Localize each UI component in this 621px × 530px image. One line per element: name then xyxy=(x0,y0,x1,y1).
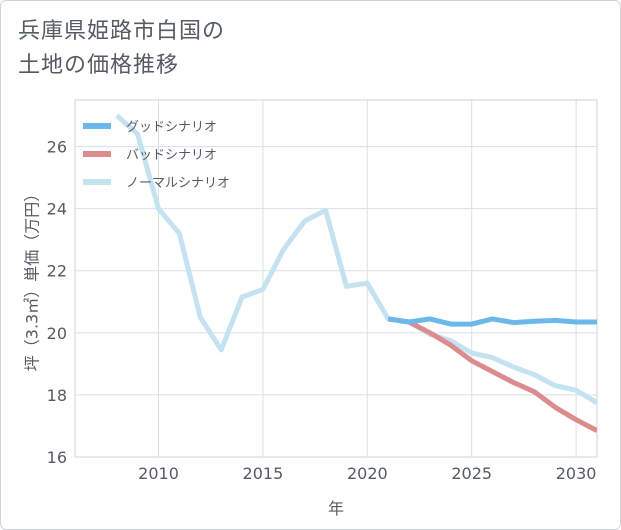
x-tick-label: 2020 xyxy=(347,464,388,483)
series-line-0 xyxy=(387,316,597,327)
series-line-2 xyxy=(115,113,597,405)
ticks: 2010 2015 2020 2025 2030 16 18 20 22 24 26 xyxy=(47,138,597,483)
grid xyxy=(75,100,597,458)
x-tick-label: 2025 xyxy=(451,464,492,483)
legend-label-2[interactable]: ノーマルシナリオ xyxy=(126,176,230,191)
x-tick-label: 2030 xyxy=(556,464,597,483)
legend-label-0[interactable]: グッドシナリオ xyxy=(126,120,217,135)
legend-label-1[interactable]: バッドシナリオ xyxy=(126,148,217,163)
y-tick-label: 24 xyxy=(47,200,67,219)
plot-frame xyxy=(74,99,598,458)
y-tick-label: 20 xyxy=(47,324,67,343)
y-tick-label: 16 xyxy=(47,448,67,467)
series-line-1 xyxy=(387,316,597,433)
x-tick-label: 2010 xyxy=(138,464,179,483)
x-tick-label: 2015 xyxy=(243,464,284,483)
y-axis-label: 坪（3.3㎡）単価（万円） xyxy=(23,186,42,371)
x-axis-label: 年 xyxy=(328,499,344,518)
series-lines xyxy=(115,113,597,433)
chart-title: 兵庫県姫路市白国の 土地の価格推移 xyxy=(18,19,226,78)
y-tick-label: 18 xyxy=(47,386,67,405)
y-tick-label: 26 xyxy=(47,138,67,157)
y-tick-label: 22 xyxy=(47,262,67,281)
